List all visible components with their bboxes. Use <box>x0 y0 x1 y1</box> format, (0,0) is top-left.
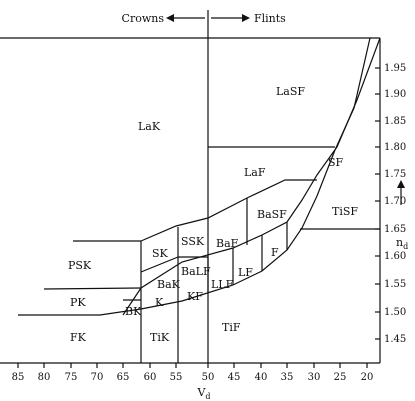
y-axis-title-group: nd <box>396 180 408 251</box>
y-ticks <box>375 67 380 340</box>
y-tick-label: 1.50 <box>384 307 406 318</box>
y-tick-label: 1.80 <box>384 142 406 153</box>
y-tick-label: 1.70 <box>384 196 406 207</box>
x-tick-label: 70 <box>91 372 104 383</box>
region-label-basf: BaSF <box>257 208 287 221</box>
y-tick-label: 1.90 <box>384 89 406 100</box>
crowns-label: Crowns <box>122 12 165 25</box>
x-tick-label: 75 <box>65 372 78 383</box>
y-tick-label: 1.60 <box>384 251 406 262</box>
y-tick-labels: 1.95 1.90 1.85 1.80 1.75 1.70 1.65 1.60 … <box>384 63 406 345</box>
region-label-lf: LF <box>238 266 253 279</box>
x-tick-label: 40 <box>255 372 268 383</box>
region-label-ssk: SSK <box>181 235 205 248</box>
x-axis-title: Vd <box>196 386 210 401</box>
bak-sk-line <box>140 256 179 273</box>
region-label-tisf: TiSF <box>332 205 358 218</box>
region-label-balf: BaLF <box>181 265 211 278</box>
x-tick-label: 50 <box>202 372 215 383</box>
region-label-lak: LaK <box>138 120 161 133</box>
region-label-lasf: LaSF <box>276 85 305 98</box>
x-tick-label: 85 <box>12 372 25 383</box>
region-label-fk: FK <box>70 331 87 344</box>
y-tick-label: 1.95 <box>384 63 406 74</box>
plot-frame <box>0 26 381 364</box>
region-label-tif: TiF <box>222 321 241 334</box>
region-label-sf: SF <box>328 156 344 169</box>
y-tick-label: 1.65 <box>384 224 406 235</box>
x-tick-labels: 85 80 75 70 65 60 55 50 45 40 35 30 25 2… <box>12 372 374 383</box>
region-label-tik: TiK <box>150 331 170 344</box>
psk-pk-line <box>43 287 142 290</box>
region-label-sk: SK <box>152 247 169 260</box>
up-arrow-icon <box>397 180 405 188</box>
sk-ssk-upper-line <box>140 179 317 242</box>
region-boundaries <box>18 37 381 363</box>
region-label-laf: LaF <box>244 166 266 179</box>
y-tick-label: 1.55 <box>384 279 406 290</box>
x-tick-label: 30 <box>308 372 321 383</box>
x-tick-label: 65 <box>117 372 130 383</box>
region-label-bak: BaK <box>157 278 181 291</box>
y-tick-label: 1.45 <box>384 334 406 345</box>
region-label-baf: BaF <box>216 237 239 250</box>
x-ticks <box>17 363 368 368</box>
x-tick-label: 35 <box>281 372 294 383</box>
x-tick-label: 55 <box>170 372 183 383</box>
region-label-k: K <box>155 296 164 309</box>
x-tick-label: 25 <box>334 372 347 383</box>
crowns-flints-header: Crowns Flints <box>122 10 286 26</box>
x-tick-label: 45 <box>228 372 241 383</box>
region-labels: LaK LaSF LaF SF BaSF TiSF SSK SK BaF BaL… <box>68 85 358 344</box>
region-label-kf: KF <box>187 290 203 303</box>
x-tick-label: 20 <box>361 372 374 383</box>
region-label-bk: BK <box>125 305 142 318</box>
left-arrow-icon <box>166 14 174 22</box>
y-tick-label: 1.75 <box>384 169 406 180</box>
flints-label: Flints <box>254 12 286 25</box>
region-label-f: F <box>271 246 279 259</box>
right-arrow-icon <box>242 14 250 22</box>
region-label-llf: LLF <box>211 278 234 291</box>
x-tick-label: 60 <box>144 372 157 383</box>
x-tick-label: 80 <box>38 372 51 383</box>
y-tick-label: 1.85 <box>384 116 406 127</box>
y-axis-title: nd <box>396 236 408 251</box>
region-label-pk: PK <box>70 296 86 309</box>
region-label-psk: PSK <box>68 259 92 272</box>
